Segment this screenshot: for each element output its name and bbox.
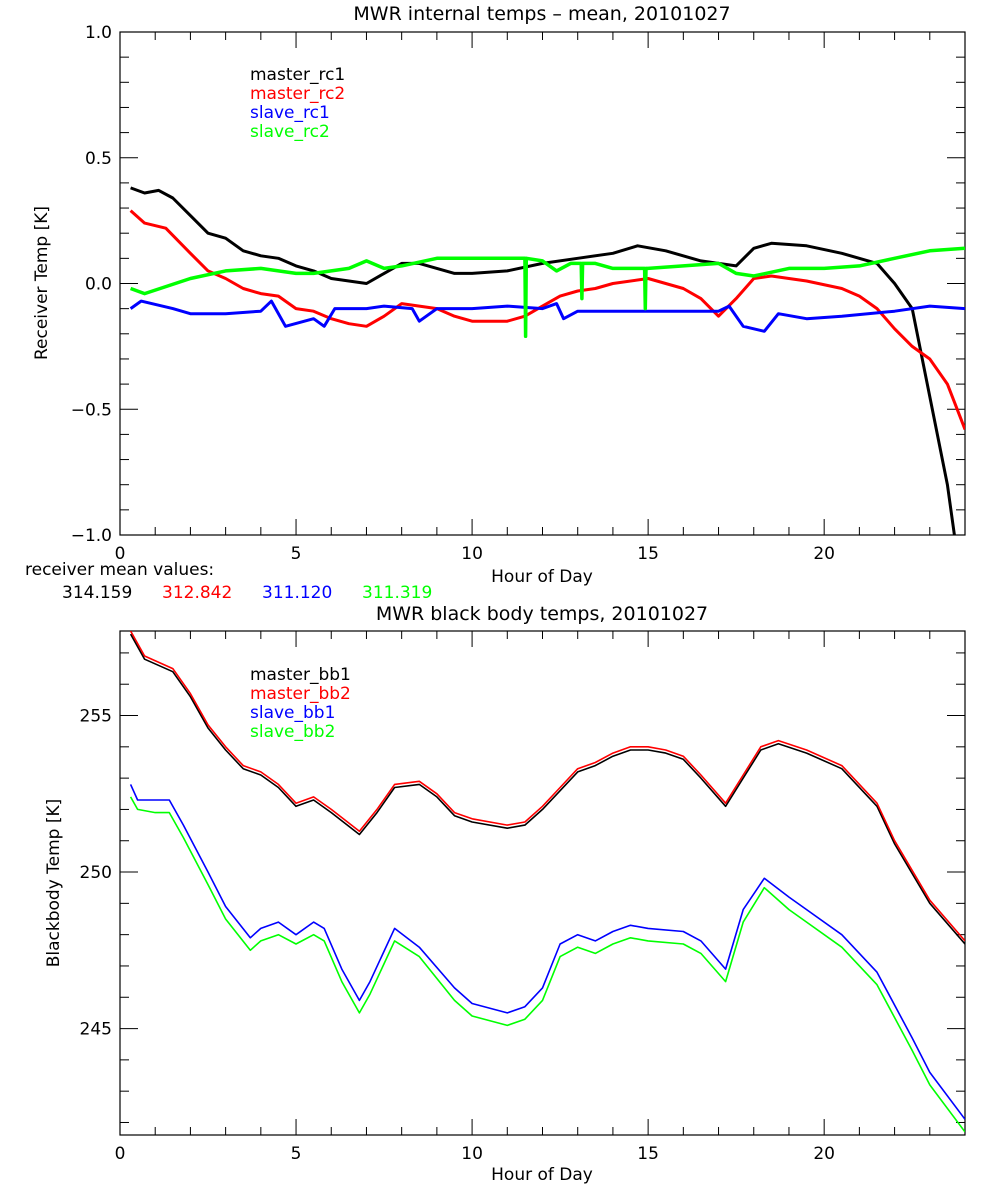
top-chart-title: MWR internal temps – mean, 20101027	[353, 3, 730, 25]
legend-entry-master-bb2: master_bb2	[250, 684, 351, 704]
receiver-mean-value: 312.842	[162, 583, 232, 603]
receiver-mean-value: 311.120	[262, 583, 332, 603]
x-tick-label: 5	[291, 544, 302, 564]
series-line-master-rc1	[130, 186, 956, 535]
y-tick-label: 0.0	[85, 275, 112, 295]
receiver-temp-panel: MWR internal temps – mean, 20101027 0 5 10…	[25, 3, 966, 603]
receiver-mean-values: 314.159 312.842 311.120 311.319	[62, 583, 432, 603]
y-tick-label: 255	[80, 707, 112, 727]
top-axis-ticks: 0 5 10 15 20 −1.0 −0.5 0.0 0.5 1.0	[71, 23, 966, 564]
x-tick-label: 20	[813, 544, 835, 564]
receiver-mean-value: 314.159	[62, 583, 132, 603]
series-line-slave-rc1	[129, 299, 965, 333]
legend-entry-slave-bb2: slave_bb2	[250, 722, 335, 742]
bottom-axis-ticks: 0 5 10 15 20 245 250 255	[80, 631, 966, 1164]
x-tick-label: 10	[461, 544, 483, 564]
x-tick-label: 15	[637, 1144, 659, 1164]
bottom-plot-frame	[119, 630, 966, 1136]
legend-entry-slave-bb1: slave_bb1	[250, 703, 335, 723]
legend-entry-master-rc1: master_rc1	[250, 65, 345, 85]
y-tick-label: 245	[80, 1020, 112, 1040]
legend-entry-master-bb1: master_bb1	[250, 665, 351, 685]
y-tick-label: 250	[80, 863, 112, 883]
series-line-slave-bb1	[129, 784, 965, 1120]
series-line-slave-rc2	[130, 246, 965, 339]
receiver-mean-label: receiver mean values:	[25, 560, 214, 580]
top-plot-frame	[119, 31, 966, 536]
series-line-slave-bb2	[129, 796, 965, 1133]
legend-entry-slave-rc1: slave_rc1	[250, 103, 330, 123]
x-tick-label: 20	[813, 1144, 835, 1164]
legend-entry-slave-rc2: slave_rc2	[250, 122, 330, 142]
y-tick-label: −1.0	[71, 526, 112, 546]
receiver-mean-value: 311.319	[362, 583, 432, 603]
y-tick-label: −0.5	[71, 400, 112, 420]
y-tick-label: 0.5	[85, 149, 112, 169]
bottom-x-axis-label: Hour of Day	[491, 1165, 593, 1185]
x-tick-label: 0	[115, 1144, 126, 1164]
bottom-series-lines	[129, 631, 965, 1133]
x-tick-label: 0	[115, 544, 126, 564]
legend-entry-master-rc2: master_rc2	[250, 84, 345, 104]
top-y-axis-label: Receiver Temp [K]	[32, 206, 52, 360]
x-tick-label: 10	[461, 1144, 483, 1164]
x-tick-label: 5	[291, 1144, 302, 1164]
top-series-lines	[129, 186, 965, 535]
bottom-chart-title: MWR black body temps, 20101027	[376, 603, 708, 625]
top-x-axis-label: Hour of Day	[491, 567, 593, 587]
blackbody-temp-panel: MWR black body temps, 20101027 0 5 10 15 20 2…	[44, 603, 966, 1185]
bottom-y-axis-label: Blackbody Temp [K]	[44, 799, 64, 968]
series-line-master-rc2	[129, 209, 965, 430]
x-tick-label: 15	[637, 544, 659, 564]
series-line-master-bb2	[129, 631, 965, 942]
series-line-master-bb1	[129, 633, 965, 945]
y-tick-label: 1.0	[85, 23, 112, 43]
